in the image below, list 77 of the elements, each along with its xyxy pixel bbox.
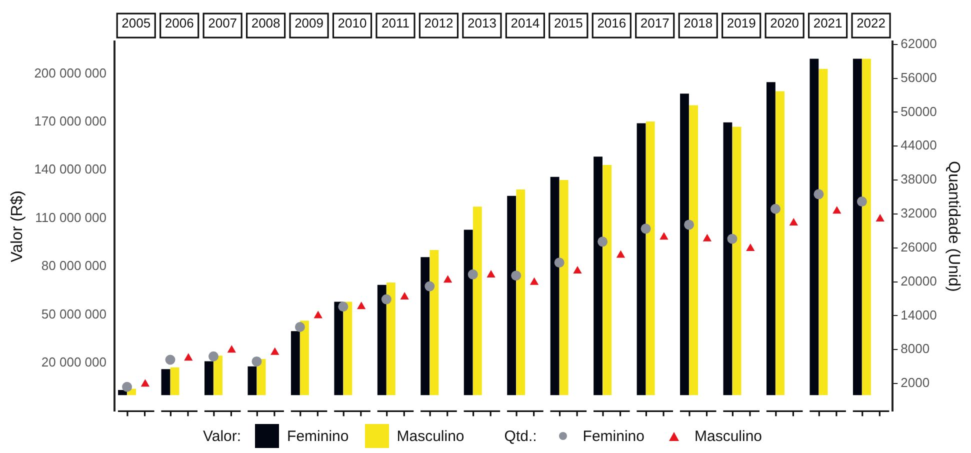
y2-tick-label: 8000 <box>900 341 930 356</box>
y-axis-title: Valor (R$) <box>9 190 26 262</box>
bar <box>766 82 776 396</box>
bar <box>248 366 257 396</box>
bar <box>334 302 344 396</box>
y-tick-label: 50 000 000 <box>41 306 106 322</box>
legend-label: Feminino <box>287 428 349 444</box>
bar <box>472 206 482 396</box>
y-tick-label: 20 000 000 <box>41 354 106 370</box>
y2-tick-label: 38000 <box>900 172 937 187</box>
bar <box>559 180 568 396</box>
x-tick-label: 2008 <box>251 15 280 30</box>
bar <box>550 176 560 396</box>
y2-axis-title: Quantidade (Unid) <box>944 161 962 292</box>
x-tick-label: 2012 <box>424 15 454 30</box>
bar <box>420 257 430 396</box>
x-tick-label: 2022 <box>856 15 886 30</box>
bar <box>300 320 309 396</box>
bar <box>507 196 516 396</box>
x-tick-label: 2014 <box>510 15 540 30</box>
bar <box>377 284 386 396</box>
bar <box>776 91 784 396</box>
x-tick-label: 2006 <box>164 15 194 30</box>
x-tick-label: 2015 <box>554 15 583 30</box>
bar <box>594 156 602 396</box>
y-tick-label: 140 000 000 <box>34 162 106 177</box>
x-tick-label: 2011 <box>382 15 410 30</box>
bar <box>818 68 828 396</box>
y2-tick-label: 2000 <box>900 375 930 390</box>
x-tick-label: 2016 <box>597 15 626 30</box>
legend-label: Masculino <box>694 428 762 444</box>
bar <box>852 58 862 396</box>
y2-tick-label: 50000 <box>900 104 937 119</box>
y-tick-label: 110 000 000 <box>35 210 106 225</box>
bar <box>602 165 612 396</box>
bar <box>680 94 689 396</box>
bar <box>689 105 698 396</box>
x-tick-label: 2021 <box>813 15 842 30</box>
x-tick-label: 2019 <box>726 15 756 30</box>
y2-tick-label: 20000 <box>900 273 937 288</box>
bar <box>810 58 819 396</box>
bar <box>636 123 646 396</box>
y2-tick-label: 32000 <box>900 206 937 221</box>
bar <box>214 356 222 396</box>
y-tick-label: 80 000 000 <box>41 258 106 274</box>
x-tick-label: 2010 <box>338 15 367 30</box>
legend-title: Valor: <box>202 428 242 444</box>
text: Qtd.: <box>504 428 537 444</box>
bar <box>343 302 352 396</box>
bar <box>723 122 732 396</box>
y2-tick-label: 14000 <box>900 307 937 322</box>
bar <box>464 230 473 396</box>
legend-label: Masculino <box>396 428 464 444</box>
bar <box>516 189 526 396</box>
bar <box>862 58 871 396</box>
bar <box>161 369 170 396</box>
x-tick-label: 2017 <box>640 15 670 30</box>
x-tick-label: 2013 <box>467 15 496 30</box>
bar <box>290 331 300 396</box>
x-tick-label: 2009 <box>294 15 324 30</box>
y2-tick-label: 62000 <box>900 36 937 52</box>
y2-tick-label: 44000 <box>900 138 937 153</box>
x-tick-label: 2020 <box>770 15 800 30</box>
x-tick-label: 2018 <box>684 15 713 30</box>
bar <box>204 361 214 396</box>
bar <box>646 121 655 396</box>
x-tick-label: 2005 <box>122 15 151 30</box>
y2-tick-label: 26000 <box>900 239 937 254</box>
legend-label: Feminino <box>582 428 644 444</box>
bar <box>430 250 439 396</box>
bar <box>386 282 396 396</box>
y2-tick-label: 56000 <box>900 70 937 85</box>
y-tick-label: 170 000 000 <box>34 114 106 129</box>
x-tick-label: 2007 <box>208 15 238 30</box>
bar <box>732 126 742 396</box>
bar <box>170 367 180 396</box>
y-tick-label: 200 000 000 <box>34 65 106 80</box>
